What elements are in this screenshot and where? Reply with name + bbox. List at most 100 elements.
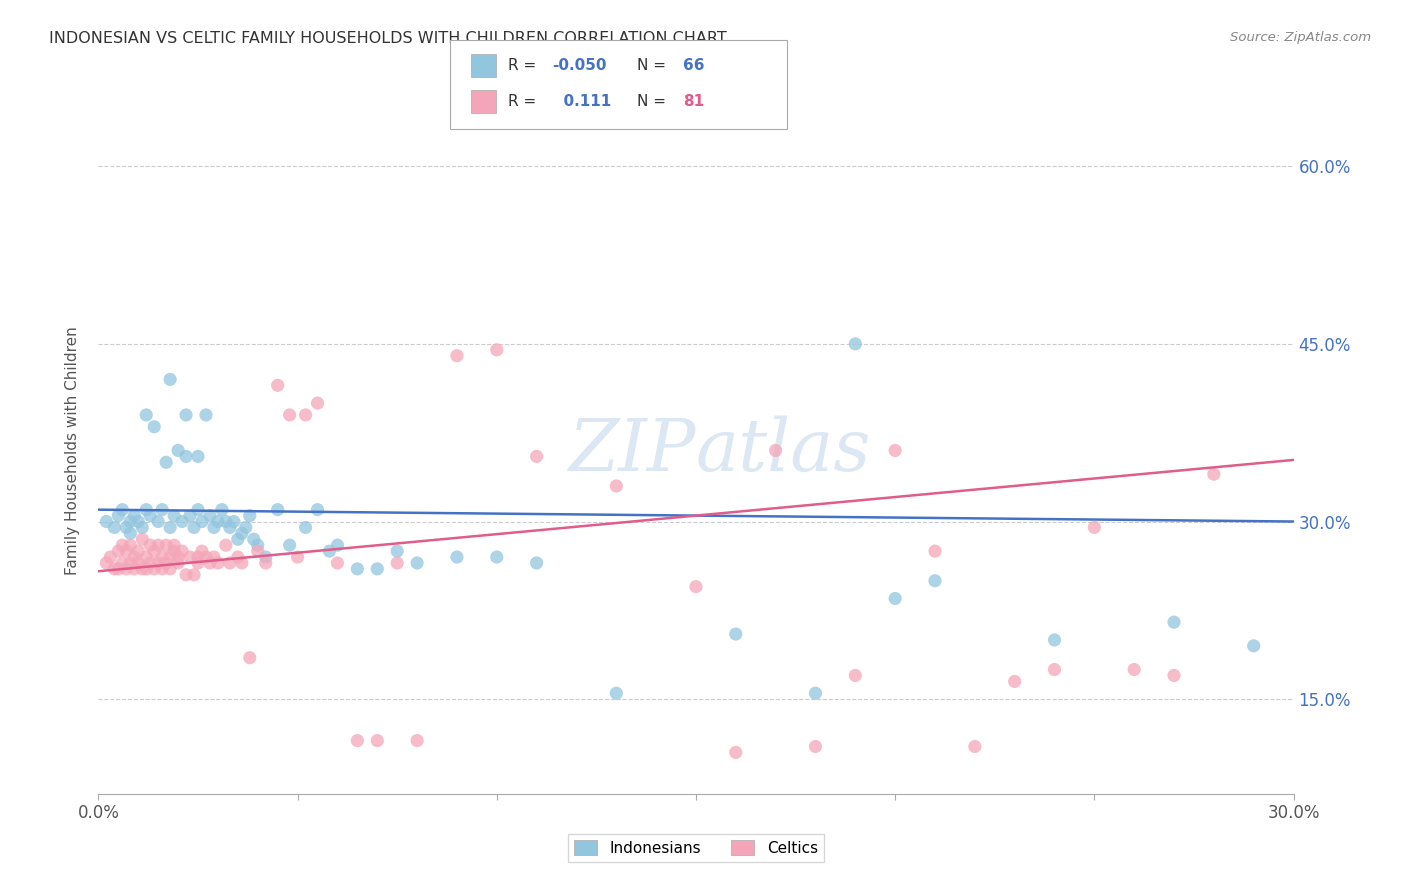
- Point: [246, 544, 269, 558]
- Point: [226, 549, 249, 564]
- Point: [143, 562, 166, 576]
- Point: [163, 544, 186, 558]
- Point: [198, 556, 221, 570]
- Text: R =: R =: [508, 95, 541, 109]
- Point: [231, 556, 253, 570]
- Point: [1163, 615, 1185, 630]
- Point: [844, 337, 866, 351]
- Point: [159, 549, 181, 564]
- Point: [884, 443, 907, 458]
- Point: [127, 544, 149, 558]
- Point: [246, 538, 269, 552]
- Point: [159, 520, 181, 534]
- Text: ZIP: ZIP: [568, 415, 696, 486]
- Point: [131, 562, 153, 576]
- Point: [267, 378, 290, 392]
- Point: [135, 549, 157, 564]
- Point: [924, 544, 946, 558]
- Point: [187, 549, 209, 564]
- Point: [1202, 467, 1225, 482]
- Point: [183, 520, 205, 534]
- Point: [103, 520, 125, 534]
- Point: [96, 556, 118, 570]
- Point: [287, 549, 309, 564]
- Point: [139, 508, 162, 523]
- Point: [526, 450, 548, 464]
- Point: [155, 455, 177, 469]
- Point: [346, 733, 368, 747]
- Point: [207, 515, 229, 529]
- Point: [96, 515, 118, 529]
- Point: [385, 556, 409, 570]
- Point: [174, 450, 197, 464]
- Point: [187, 556, 209, 570]
- Point: [143, 544, 166, 558]
- Point: [150, 502, 173, 516]
- Point: [135, 408, 157, 422]
- Point: [278, 408, 301, 422]
- Point: [406, 556, 429, 570]
- Point: [127, 556, 149, 570]
- Text: 0.111: 0.111: [553, 95, 610, 109]
- Point: [1163, 668, 1185, 682]
- Point: [174, 408, 197, 422]
- Point: [103, 562, 125, 576]
- Point: [235, 520, 257, 534]
- Text: N =: N =: [637, 58, 671, 72]
- Point: [202, 549, 225, 564]
- Point: [366, 733, 388, 747]
- Point: [485, 343, 508, 357]
- Point: [724, 746, 747, 760]
- Text: atlas: atlas: [696, 415, 872, 486]
- Point: [120, 538, 142, 552]
- Point: [765, 443, 787, 458]
- Point: [446, 549, 468, 564]
- Point: [198, 508, 221, 523]
- Point: [159, 372, 181, 386]
- Point: [115, 544, 138, 558]
- Point: [111, 538, 134, 552]
- Point: [605, 479, 627, 493]
- Point: [267, 502, 290, 516]
- Point: [107, 544, 129, 558]
- Point: [167, 549, 190, 564]
- Point: [1004, 674, 1026, 689]
- Point: [167, 443, 190, 458]
- Point: [346, 562, 368, 576]
- Point: [150, 549, 173, 564]
- Y-axis label: Family Households with Children: Family Households with Children: [65, 326, 80, 574]
- Point: [804, 686, 827, 700]
- Point: [163, 508, 186, 523]
- Point: [150, 562, 173, 576]
- Point: [526, 556, 548, 570]
- Point: [294, 520, 316, 534]
- Point: [307, 502, 329, 516]
- Point: [163, 538, 186, 552]
- Point: [239, 508, 262, 523]
- Point: [187, 450, 209, 464]
- Point: [222, 515, 245, 529]
- Point: [207, 556, 229, 570]
- Point: [183, 567, 205, 582]
- Text: N =: N =: [637, 95, 671, 109]
- Point: [724, 627, 747, 641]
- Point: [254, 549, 277, 564]
- Point: [366, 562, 388, 576]
- Point: [148, 556, 170, 570]
- Point: [278, 538, 301, 552]
- Point: [191, 544, 214, 558]
- Point: [963, 739, 986, 754]
- Point: [127, 515, 149, 529]
- Point: [231, 526, 253, 541]
- Text: 81: 81: [683, 95, 704, 109]
- Text: INDONESIAN VS CELTIC FAMILY HOUSEHOLDS WITH CHILDREN CORRELATION CHART: INDONESIAN VS CELTIC FAMILY HOUSEHOLDS W…: [49, 31, 727, 46]
- Text: 66: 66: [683, 58, 704, 72]
- Point: [124, 562, 146, 576]
- Point: [143, 419, 166, 434]
- Point: [148, 538, 170, 552]
- Point: [1123, 663, 1146, 677]
- Point: [179, 508, 201, 523]
- Point: [211, 502, 233, 516]
- Point: [167, 556, 190, 570]
- Point: [107, 508, 129, 523]
